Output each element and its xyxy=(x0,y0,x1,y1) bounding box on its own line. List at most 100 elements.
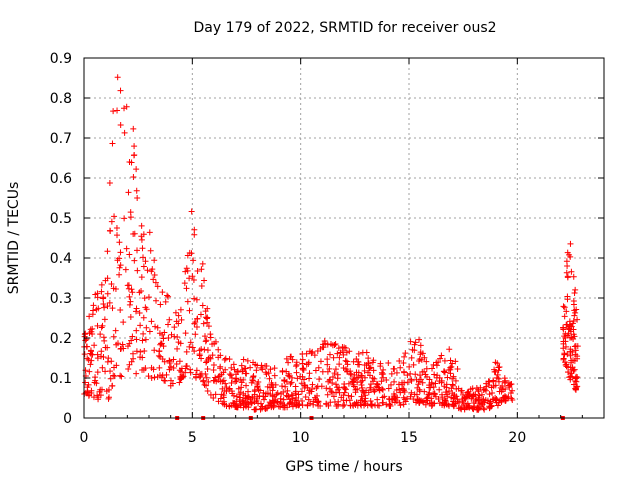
data-point xyxy=(410,361,417,368)
data-point xyxy=(205,323,212,330)
data-point xyxy=(294,375,301,382)
data-point xyxy=(200,320,207,327)
data-point xyxy=(173,361,180,368)
data-point xyxy=(469,405,476,412)
data-point xyxy=(469,385,476,392)
data-point xyxy=(441,395,448,402)
data-point xyxy=(361,362,368,369)
data-point xyxy=(117,346,124,353)
data-point xyxy=(477,384,484,391)
data-point xyxy=(133,166,140,173)
data-point xyxy=(125,366,132,373)
data-point xyxy=(562,338,569,345)
data-point xyxy=(377,363,384,370)
data-point xyxy=(230,392,237,399)
x-tick-label: 10 xyxy=(292,430,310,446)
data-point xyxy=(342,357,349,364)
data-point xyxy=(288,391,295,398)
data-point xyxy=(478,399,485,406)
data-point xyxy=(203,337,210,344)
data-point xyxy=(284,393,291,400)
data-point xyxy=(508,380,515,387)
data-point xyxy=(482,396,489,403)
data-point xyxy=(442,389,449,396)
data-point xyxy=(100,353,107,360)
data-point xyxy=(175,312,182,319)
data-point xyxy=(370,367,377,374)
data-point xyxy=(324,368,331,375)
data-point xyxy=(561,350,568,357)
data-point xyxy=(415,381,422,388)
data-point xyxy=(196,352,203,359)
data-point xyxy=(425,391,432,398)
data-point xyxy=(159,289,166,296)
data-point xyxy=(205,378,212,385)
data-point xyxy=(157,340,164,347)
data-point xyxy=(183,265,190,272)
data-point xyxy=(406,363,413,370)
data-point xyxy=(271,365,278,372)
data-point xyxy=(387,381,394,388)
data-point xyxy=(441,383,448,390)
data-point xyxy=(419,368,426,375)
data-point xyxy=(365,360,372,367)
data-point xyxy=(90,302,97,309)
data-point xyxy=(191,231,198,238)
data-point xyxy=(379,394,386,401)
data-point xyxy=(117,87,124,94)
data-point xyxy=(495,367,502,374)
data-point xyxy=(343,349,350,356)
data-point xyxy=(243,382,250,389)
data-point xyxy=(223,384,230,391)
data-point xyxy=(373,383,380,390)
data-point xyxy=(439,399,446,406)
data-point xyxy=(151,257,158,264)
data-point xyxy=(133,370,140,377)
data-point xyxy=(146,229,153,236)
data-point xyxy=(130,355,137,362)
data-point xyxy=(152,323,159,330)
data-point xyxy=(489,390,496,397)
data-point xyxy=(101,316,108,323)
data-point xyxy=(182,330,189,337)
data-point xyxy=(165,334,172,341)
data-point xyxy=(191,320,198,327)
data-point xyxy=(293,363,300,370)
data-point xyxy=(141,295,148,302)
data-point xyxy=(305,361,312,368)
data-point xyxy=(308,350,315,357)
data-point xyxy=(259,405,266,412)
data-point xyxy=(448,385,455,392)
data-point xyxy=(249,377,256,384)
data-point xyxy=(154,283,161,290)
data-point xyxy=(131,151,138,158)
data-point xyxy=(201,333,208,340)
data-point xyxy=(298,388,305,395)
data-point xyxy=(423,358,430,365)
data-point xyxy=(281,404,288,411)
data-point xyxy=(83,343,90,350)
data-point xyxy=(216,372,223,379)
data-point xyxy=(314,392,321,399)
data-point xyxy=(254,383,261,390)
data-point xyxy=(187,339,194,346)
data-point xyxy=(162,298,169,305)
data-point xyxy=(486,391,493,398)
data-point xyxy=(113,225,120,232)
data-point xyxy=(110,333,117,340)
data-point xyxy=(157,301,164,308)
data-point xyxy=(251,406,258,413)
data-point xyxy=(449,360,456,367)
data-point xyxy=(309,381,316,388)
data-point xyxy=(210,361,217,368)
data-point xyxy=(102,344,109,351)
data-point xyxy=(298,380,305,387)
data-point xyxy=(210,395,217,402)
data-point xyxy=(248,400,255,407)
data-point xyxy=(330,354,337,361)
data-point xyxy=(421,388,428,395)
data-point xyxy=(230,361,237,368)
data-point xyxy=(428,379,435,386)
data-point xyxy=(569,320,576,327)
y-tick-label: 0 xyxy=(63,411,72,427)
